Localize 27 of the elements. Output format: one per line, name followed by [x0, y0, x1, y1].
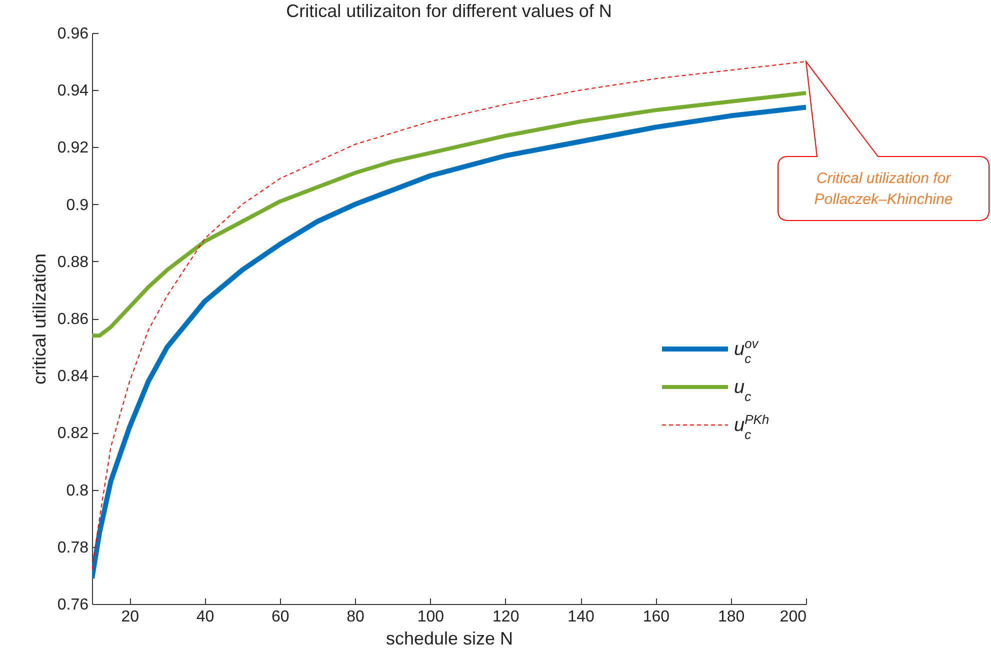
y-tick-label: 0.92: [57, 140, 89, 157]
y-tick-label: 0.94: [57, 82, 89, 100]
x-tick-label: 40: [196, 608, 214, 626]
x-tick-label: 120: [492, 608, 520, 626]
y-tick-label: 0.84: [57, 368, 89, 386]
y-axis-title: critical utilization: [29, 253, 50, 385]
y-tick-label: 0.9: [66, 196, 89, 214]
y-tick-label: 0.86: [57, 311, 89, 328]
chart-title: Critical utilizaiton for different values of N: [286, 1, 612, 21]
x-tick-label: 60: [271, 608, 290, 626]
line-series: [92, 90, 806, 338]
legend-label: u$_{c}$: [734, 377, 752, 404]
x-axis-title: schedule size N: [386, 628, 514, 648]
y-tick-label: 0.96: [57, 26, 89, 42]
y-tick-label: 0.78: [57, 539, 89, 556]
x-tick-label: 140: [568, 608, 594, 626]
y-tick-label: 0.82: [57, 425, 89, 442]
y-tick-label: 0.76: [57, 596, 89, 614]
x-tick-label: 20: [121, 608, 140, 626]
x-tick-label: 160: [642, 608, 670, 626]
x-tick-label: 180: [718, 608, 745, 626]
x-tick-label: 200: [780, 608, 807, 626]
x-tick-label: 100: [417, 608, 444, 626]
y-tick-label: 0.8: [66, 482, 89, 500]
y-tick-label: 0.88: [57, 254, 89, 271]
x-tick-label: 80: [346, 608, 365, 626]
text: Critical utilization for Pollaczek–Khinchine: [814, 170, 953, 208]
